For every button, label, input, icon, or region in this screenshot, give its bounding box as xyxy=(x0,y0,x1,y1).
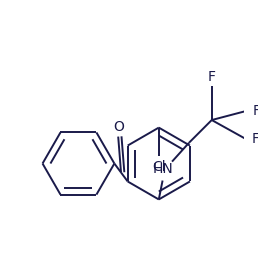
Text: F: F xyxy=(208,70,216,84)
Text: Cl: Cl xyxy=(152,160,166,174)
Text: F: F xyxy=(251,132,258,146)
Text: O: O xyxy=(113,120,124,134)
Text: F: F xyxy=(253,104,258,118)
Text: HN: HN xyxy=(152,162,173,176)
